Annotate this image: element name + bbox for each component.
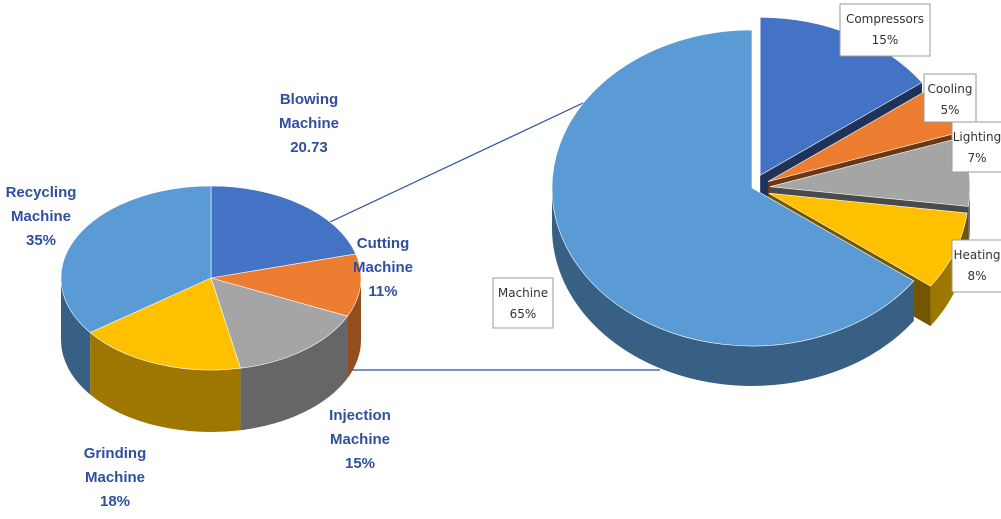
left-pie-side-grinding-machine — [90, 332, 241, 433]
label-line: Cutting — [357, 235, 409, 252]
left-pie — [60, 185, 362, 433]
label-line: Machine — [279, 115, 339, 132]
label-line: 7% — [967, 151, 986, 165]
label-text: Machine 65% — [498, 286, 548, 321]
right-pie-side-lighting — [968, 186, 970, 247]
right-pie-label-cooling: Cooling 5% — [923, 73, 977, 123]
label-box — [839, 3, 931, 57]
right-pie-labels: Compressors 15% Cooling 5% Lighting 7% Heating… — [492, 3, 1001, 329]
label-line: 5% — [940, 103, 959, 117]
left-pie-slice-grinding-machine — [89, 277, 241, 371]
left-pie-labels: Blowing Machine 20.73 Cutting Machine 11% Inje… — [6, 91, 413, 510]
label-line: Cooling — [928, 82, 973, 96]
right-pie-label-machine: Machine 65% — [492, 277, 554, 329]
label-text: Cooling 5% — [928, 82, 973, 117]
label-line: 35% — [26, 232, 56, 249]
label-line: Compressors — [846, 12, 924, 26]
label-box — [492, 277, 554, 329]
left-pie-label-grinding-machine: Grinding Machine 18% — [84, 445, 147, 510]
label-line: Machine — [11, 208, 71, 225]
right-pie-label-compressors: Compressors 15% — [839, 3, 931, 57]
left-pie-slice-injection-machine — [210, 277, 348, 369]
label-line: 18% — [100, 493, 130, 510]
right-pie-slice-machine — [551, 29, 915, 347]
label-box — [923, 73, 977, 123]
label-line: Machine — [330, 431, 390, 448]
label-line: Heating — [953, 248, 1000, 262]
left-pie-slice-blowing-machine — [210, 185, 357, 279]
label-text: Lighting 7% — [953, 130, 1001, 165]
label-line: Grinding — [84, 445, 147, 462]
left-pie-label-cutting-machine: Cutting Machine 11% — [353, 235, 413, 300]
label-line: 15% — [345, 455, 375, 472]
label-line: Lighting — [953, 130, 1001, 144]
right-pie-side-heating — [930, 213, 968, 327]
right-pie — [551, 17, 971, 386]
label-box — [951, 239, 1001, 293]
label-line: Machine — [85, 469, 145, 486]
label-line: 65% — [510, 307, 537, 321]
label-line: Recycling — [6, 184, 77, 201]
right-pie-label-lighting: Lighting 7% — [951, 121, 1001, 173]
left-pie-slice-cutting-machine — [210, 253, 362, 317]
right-pie-side-machine — [552, 188, 914, 386]
label-line: 20.73 — [290, 139, 328, 156]
label-text: Compressors 15% — [846, 12, 924, 47]
label-line: Blowing — [280, 91, 338, 108]
label-line: 8% — [967, 269, 986, 283]
label-line: 15% — [872, 33, 899, 47]
label-line: Machine — [353, 259, 413, 276]
right-pie-label-heating: Heating 8% — [951, 239, 1001, 293]
left-pie-label-recycling-machine: Recycling Machine 35% — [6, 184, 77, 249]
label-box — [951, 121, 1001, 173]
left-pie-label-injection-machine: Injection Machine 15% — [329, 407, 391, 472]
label-line: Injection — [329, 407, 391, 424]
label-text: Heating 8% — [953, 248, 1000, 283]
left-pie-slice-recycling-machine — [60, 185, 212, 333]
connector-line-top — [329, 79, 633, 223]
left-pie-side-injection-machine — [240, 316, 348, 431]
label-line: Machine — [498, 286, 548, 300]
left-pie-side-cutting-machine — [347, 278, 361, 379]
label-line: 11% — [368, 283, 397, 300]
connector-lines — [329, 79, 660, 371]
left-pie-label-blowing-machine: Blowing Machine 20.73 — [279, 91, 339, 156]
